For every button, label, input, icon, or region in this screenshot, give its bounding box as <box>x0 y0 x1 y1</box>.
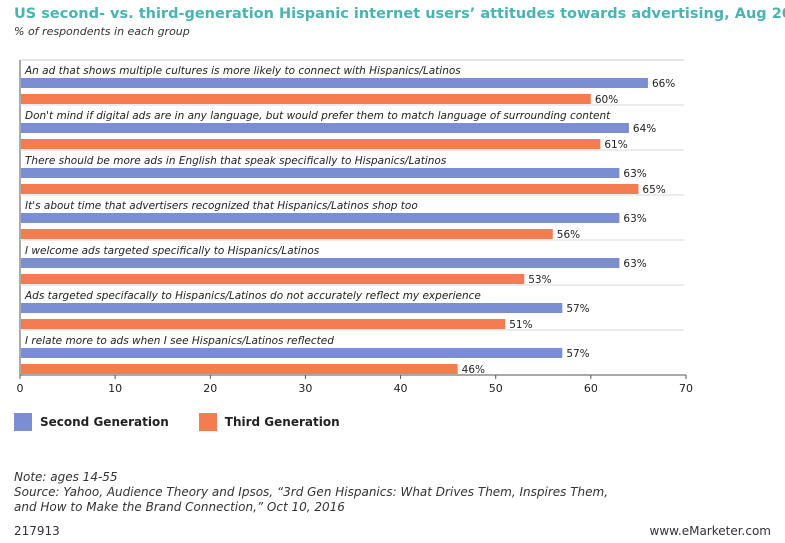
x-tick-label: 30 <box>298 382 312 395</box>
bar-second-generation <box>21 258 620 268</box>
bar-value-label: 65% <box>642 184 665 196</box>
x-tick-label: 70 <box>679 382 693 395</box>
bar-third-generation <box>21 274 525 284</box>
chart-subtitle: % of respondents in each group <box>14 25 190 38</box>
bar-value-label: 57% <box>566 348 589 360</box>
bar-value-label: 61% <box>604 139 627 151</box>
x-tick-label: 60 <box>584 382 598 395</box>
legend: Second Generation Third Generation <box>14 413 370 431</box>
bar-third-generation <box>21 229 553 239</box>
category-label: Ads targeted specifacally to Hispanics/L… <box>24 290 481 302</box>
brand-link[interactable]: www.eMarketer.com <box>649 524 771 538</box>
chart-id: 217913 <box>14 524 60 538</box>
category-label: I welcome ads targeted specifically to H… <box>25 245 320 257</box>
source-text-line-2: and How to Make the Brand Connection,” O… <box>14 500 345 514</box>
bar-chart: An ad that shows multiple cultures is mo… <box>17 59 693 395</box>
category-label: There should be more ads in English that… <box>25 155 447 167</box>
bar-value-label: 46% <box>462 364 485 376</box>
chart-notes: Note: ages 14-55 Source: Yahoo, Audience… <box>14 470 608 515</box>
bar-value-label: 53% <box>528 274 551 286</box>
legend-label-third-generation: Third Generation <box>224 415 340 429</box>
bar-value-label: 60% <box>595 94 618 106</box>
bar-third-generation <box>21 94 591 104</box>
legend-swatch-third-generation <box>198 413 217 431</box>
category-label: Don't mind if digital ads are in any lan… <box>25 110 611 122</box>
bar-third-generation <box>21 364 458 374</box>
bar-second-generation <box>21 168 620 178</box>
source-text-line-1: Source: Yahoo, Audience Theory and Ipsos… <box>14 485 609 499</box>
bar-third-generation <box>21 139 601 149</box>
note-text: Note: ages 14-55 <box>14 470 118 484</box>
bar-third-generation <box>21 319 506 329</box>
category-label: I relate more to ads when I see Hispanic… <box>25 335 334 347</box>
bar-value-label: 56% <box>557 229 580 241</box>
x-tick-label: 0 <box>17 382 24 395</box>
category-label: An ad that shows multiple cultures is mo… <box>24 65 461 77</box>
bar-value-label: 57% <box>566 303 589 315</box>
bar-second-generation <box>21 123 629 133</box>
bar-value-label: 63% <box>623 258 646 270</box>
x-tick-label: 20 <box>203 382 217 395</box>
bar-value-label: 63% <box>623 168 646 180</box>
bar-second-generation <box>21 303 563 313</box>
bar-value-label: 64% <box>633 123 656 135</box>
bar-third-generation <box>21 184 639 194</box>
x-tick-label: 40 <box>394 382 408 395</box>
bar-value-label: 66% <box>652 78 675 90</box>
legend-swatch-second-generation <box>14 413 32 431</box>
legend-label-second-generation: Second Generation <box>40 415 169 429</box>
bar-value-label: 63% <box>623 213 646 225</box>
bar-second-generation <box>21 213 620 223</box>
legend-item-third-generation: Third Generation <box>198 413 340 431</box>
bar-value-label: 51% <box>509 319 532 331</box>
x-tick-label: 10 <box>108 382 122 395</box>
legend-item-second-generation: Second Generation <box>14 413 169 431</box>
chart-title: US second- vs. third-generation Hispanic… <box>14 6 785 22</box>
category-label: It's about time that advertisers recogni… <box>25 200 418 212</box>
x-tick-label: 50 <box>489 382 503 395</box>
bar-second-generation <box>21 348 563 358</box>
bar-second-generation <box>21 78 648 88</box>
